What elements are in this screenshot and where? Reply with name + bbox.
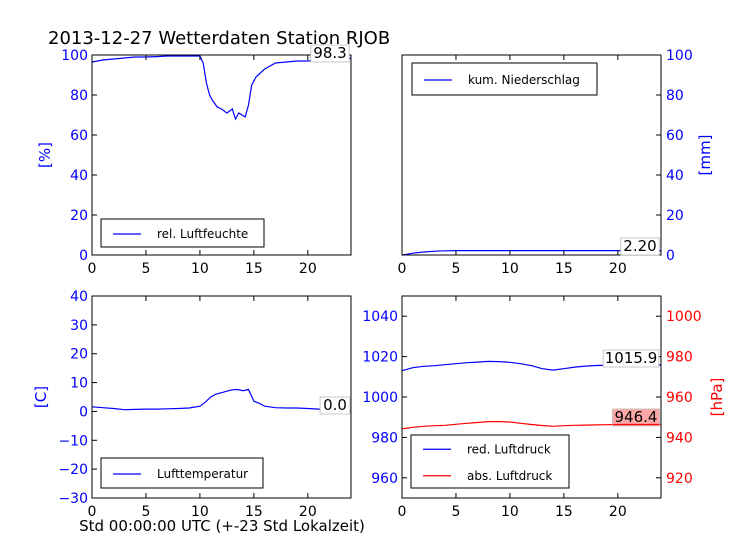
legend-box [411, 62, 598, 96]
x-tick-label: 5 [451, 504, 460, 520]
x-tick-label: 10 [191, 261, 209, 277]
y-tick-label: 100 [666, 48, 693, 64]
value-label: 1015.9 [605, 349, 658, 367]
series-line [91, 55, 352, 121]
x-tick-label: 20 [609, 504, 627, 520]
plot-frame [91, 54, 352, 256]
y-tick-label: −10 [58, 433, 88, 449]
y-tick-label: 30 [70, 318, 88, 334]
value-label-box [319, 396, 351, 415]
y-tick-label: 1020 [362, 350, 398, 366]
x-tick-label: 0 [88, 504, 97, 520]
value-label-box [612, 408, 660, 427]
y-tick-label: 60 [70, 128, 88, 144]
value-label-box [310, 44, 350, 63]
value-label-box [602, 349, 660, 368]
x-tick-label: 15 [245, 504, 263, 520]
y-tick-label: 20 [70, 347, 88, 363]
x-tick-label: 15 [555, 261, 573, 277]
x-tick-label: 0 [88, 261, 97, 277]
x-tick-label: 0 [398, 261, 407, 277]
value-label: 946.4 [615, 408, 658, 426]
y-tick-label: 100 [61, 48, 88, 64]
x-tick-label: 10 [501, 261, 519, 277]
legend-box [410, 434, 570, 489]
y-axis-label: [%] [36, 142, 54, 168]
y-tick-label: 0 [79, 248, 88, 264]
y-tick-label: 40 [666, 168, 684, 184]
legend-label: abs. Luftdruck [467, 469, 552, 483]
y-tick-label: 60 [666, 128, 684, 144]
chart-title: 2013-12-27 Wetterdaten Station RJOB [48, 28, 390, 49]
series-line [401, 250, 661, 256]
y-tick-label: 0 [666, 248, 675, 264]
y-axis-label-right: [hPa] [708, 378, 726, 417]
y-tick-label: 960 [666, 390, 693, 406]
y-tick-label: −20 [58, 462, 88, 478]
value-label-box [620, 237, 660, 256]
x-tick-label: 20 [609, 261, 627, 277]
legend-box [100, 218, 265, 248]
legend-label: rel. Luftfeuchte [157, 227, 248, 241]
plot-frame [91, 295, 352, 499]
x-tick-label: 5 [141, 261, 150, 277]
y-tick-label: 80 [666, 88, 684, 104]
y-axis-label: [mm] [696, 135, 714, 176]
series-line [401, 421, 661, 430]
y-tick-label: 960 [371, 471, 398, 487]
legend-label: kum. Niederschlag [468, 73, 580, 87]
y-tick-label: 10 [70, 376, 88, 392]
y-tick-label: 980 [666, 350, 693, 366]
y-tick-label: 1000 [362, 390, 398, 406]
value-label: 98.3 [313, 44, 346, 62]
x-tick-label: 5 [141, 504, 150, 520]
series-line [91, 388, 352, 412]
x-tick-label: 15 [245, 261, 263, 277]
x-tick-label: 10 [501, 504, 519, 520]
y-tick-label: 40 [70, 168, 88, 184]
legend-label: red. Luftdruck [467, 442, 551, 456]
value-label: 0.0 [323, 396, 347, 414]
x-tick-label: 15 [555, 504, 573, 520]
y-tick-label: 920 [666, 471, 693, 487]
y-tick-label: 1040 [362, 309, 398, 325]
x-tick-label: 20 [299, 504, 317, 520]
y-tick-label: 40 [70, 289, 88, 305]
y-tick-label: 80 [70, 88, 88, 104]
x-tick-label: 5 [451, 261, 460, 277]
x-tick-label: 0 [398, 504, 407, 520]
y-tick-label: 980 [371, 430, 398, 446]
value-label: 2.20 [623, 237, 656, 255]
plot-frame [401, 54, 662, 256]
y-tick-label: 940 [666, 430, 693, 446]
y-axis-label: [C] [32, 386, 50, 408]
x-tick-label: 10 [191, 504, 209, 520]
x-axis-label: Std 00:00:00 UTC (+-23 Std Lokalzeit) [79, 517, 365, 535]
y-tick-label: 1000 [666, 309, 702, 325]
y-tick-label: 0 [79, 404, 88, 420]
legend-label: Lufttemperatur [157, 467, 248, 481]
legend-box [100, 457, 264, 489]
x-tick-label: 20 [299, 261, 317, 277]
y-tick-label: 20 [70, 208, 88, 224]
y-tick-label: 20 [666, 208, 684, 224]
y-tick-label: −30 [58, 491, 88, 507]
